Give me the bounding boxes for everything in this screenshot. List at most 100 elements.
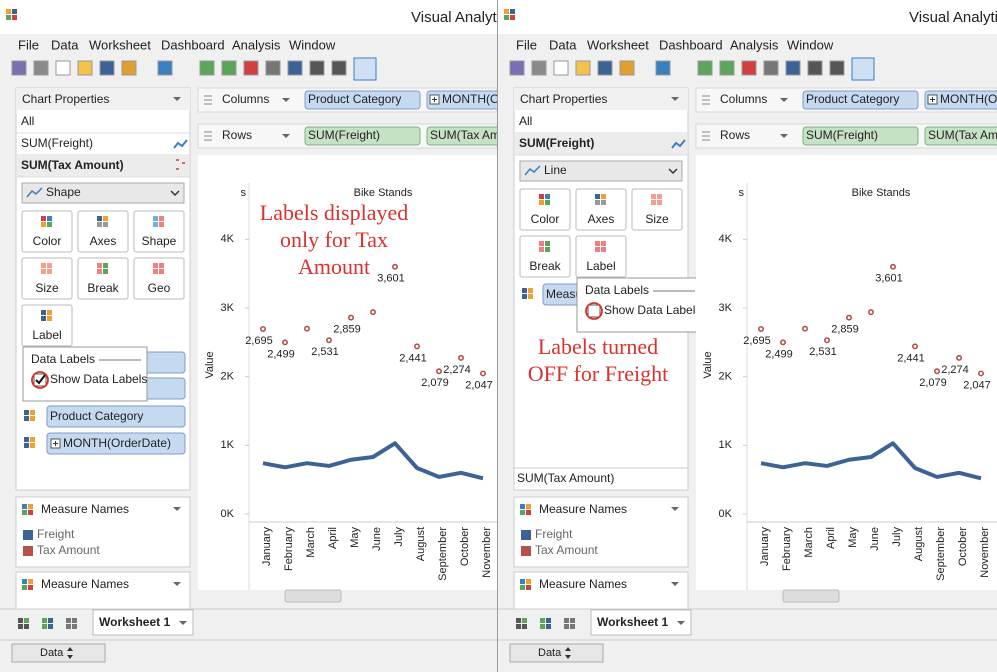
filter-panel xyxy=(513,571,689,610)
shelf-pill[interactable] xyxy=(426,126,497,146)
icon-part xyxy=(540,624,545,629)
menu-item[interactable]: Window xyxy=(289,37,336,52)
data-button[interactable] xyxy=(509,643,604,663)
property-button[interactable] xyxy=(21,210,73,253)
menu-item[interactable]: File xyxy=(516,37,537,52)
toolbar-button[interactable] xyxy=(697,60,713,76)
pill-text: SUM(Freight) xyxy=(308,128,380,142)
property-item[interactable]: All xyxy=(519,114,532,128)
toolbar-button[interactable] xyxy=(157,60,173,76)
toolbar-button[interactable] xyxy=(221,60,237,76)
toolbar-toggle[interactable] xyxy=(851,57,875,81)
icon-part xyxy=(41,216,46,221)
property-button[interactable] xyxy=(77,210,129,253)
toolbar-button[interactable] xyxy=(199,60,215,76)
data-label: 2,047 xyxy=(465,379,493,391)
button-label: Size xyxy=(35,281,59,295)
shelf-label: Columns xyxy=(720,92,767,106)
toolbar-button[interactable] xyxy=(531,60,547,76)
data-point xyxy=(413,343,420,350)
menu-item[interactable]: Data xyxy=(549,37,577,52)
property-button[interactable] xyxy=(631,188,683,231)
toolbar-button[interactable] xyxy=(719,60,735,76)
mark-type-dropdown[interactable] xyxy=(519,160,683,182)
icon-part xyxy=(24,410,29,415)
shelf-pill[interactable] xyxy=(924,126,997,146)
toolbar-button[interactable] xyxy=(331,60,347,76)
menu-item[interactable]: Data xyxy=(51,37,79,52)
menu-item[interactable]: Worksheet xyxy=(587,37,649,52)
icon-part xyxy=(159,216,164,221)
toolbar-button[interactable] xyxy=(55,60,71,76)
property-item[interactable]: SUM(Freight) xyxy=(519,136,594,150)
toolbar-button[interactable] xyxy=(99,60,115,76)
icon-part xyxy=(30,416,35,421)
menu-item[interactable]: Worksheet xyxy=(89,37,151,52)
property-item[interactable]: SUM(Tax Amount) xyxy=(21,158,124,172)
menu-item[interactable]: Window xyxy=(787,37,834,52)
toolbar-button[interactable] xyxy=(763,60,779,76)
popup-option[interactable]: Show Data Labels xyxy=(50,372,147,386)
dropdown-chevron xyxy=(170,190,180,197)
menu-item[interactable]: Analysis xyxy=(232,37,281,52)
shelf-label: Rows xyxy=(720,128,750,142)
toolbar-button[interactable] xyxy=(243,60,259,76)
data-label: 2,079 xyxy=(919,377,947,389)
toolbar-button[interactable] xyxy=(11,60,27,76)
toolbar-button[interactable] xyxy=(655,60,671,76)
menu-item[interactable]: Dashboard xyxy=(659,37,723,52)
property-button[interactable] xyxy=(519,235,571,278)
property-button[interactable] xyxy=(575,188,627,231)
shelf-pill[interactable] xyxy=(46,432,186,455)
toolbar-button[interactable] xyxy=(741,60,757,76)
shelf-pill[interactable] xyxy=(924,90,997,110)
shelf-pill[interactable] xyxy=(304,90,421,110)
shelf-pill[interactable] xyxy=(802,126,919,146)
menu-item[interactable]: Analysis xyxy=(730,37,779,52)
shelf-pill[interactable] xyxy=(304,126,421,146)
property-button[interactable] xyxy=(21,304,73,347)
property-item[interactable]: All xyxy=(21,114,34,128)
toolbar-button[interactable] xyxy=(309,60,325,76)
toolbar-button[interactable] xyxy=(553,60,569,76)
toolbar-button[interactable] xyxy=(597,60,613,76)
property-button[interactable] xyxy=(77,257,129,300)
property-button[interactable] xyxy=(133,257,185,300)
toolbar-toggle[interactable] xyxy=(353,57,377,81)
sheet-tab[interactable] xyxy=(92,609,194,636)
data-label: 2,499 xyxy=(267,348,295,360)
toolbar-button[interactable] xyxy=(33,60,49,76)
toolbar-button[interactable] xyxy=(77,60,93,76)
toolbar-button[interactable] xyxy=(265,60,281,76)
property-button[interactable] xyxy=(519,188,571,231)
property-item[interactable]: SUM(Freight) xyxy=(21,136,93,150)
property-item[interactable]: SUM(Tax Amount) xyxy=(517,471,614,485)
property-button[interactable] xyxy=(133,210,185,253)
toolbar-button[interactable] xyxy=(121,60,137,76)
panel-header xyxy=(514,88,688,110)
property-button[interactable] xyxy=(575,235,627,278)
popup-option[interactable]: Show Data Labels xyxy=(604,303,701,317)
toolbar-button[interactable] xyxy=(509,60,525,76)
shelf-pill[interactable] xyxy=(802,90,919,110)
icon-part xyxy=(22,585,27,590)
data-button[interactable] xyxy=(11,643,106,663)
scrollbar-thumb[interactable] xyxy=(284,589,342,603)
shelf-pill[interactable] xyxy=(46,405,186,428)
toolbar-button[interactable] xyxy=(807,60,823,76)
shelf-pill[interactable] xyxy=(426,90,497,110)
sheet-tab[interactable] xyxy=(590,609,692,636)
toolbar-button[interactable] xyxy=(619,60,635,76)
toolbar-button[interactable] xyxy=(575,60,591,76)
checkbox[interactable] xyxy=(587,304,601,318)
toolbar-button[interactable] xyxy=(287,60,303,76)
toolbar-button[interactable] xyxy=(829,60,845,76)
mark-type-dropdown[interactable] xyxy=(21,182,185,204)
scrollbar-thumb[interactable] xyxy=(782,589,840,603)
toolbar-button[interactable] xyxy=(785,60,801,76)
property-button[interactable] xyxy=(21,257,73,300)
menu-item[interactable]: Dashboard xyxy=(161,37,225,52)
menu-item[interactable]: File xyxy=(18,37,39,52)
icon-part xyxy=(159,263,164,268)
icon-part xyxy=(545,194,550,199)
